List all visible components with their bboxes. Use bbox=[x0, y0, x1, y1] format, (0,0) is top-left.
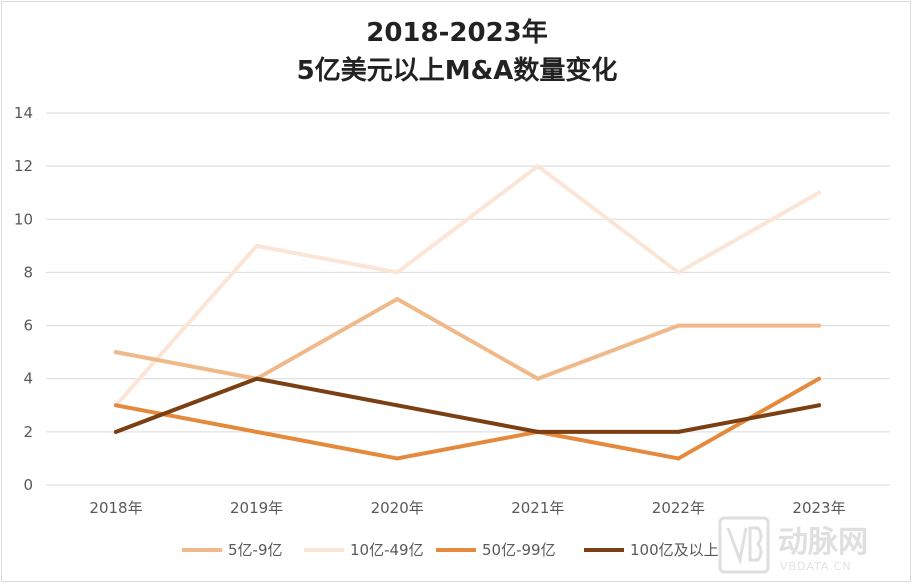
y-tick-label: 4 bbox=[23, 370, 33, 388]
data-point bbox=[395, 297, 400, 301]
x-tick-label: 2021年 bbox=[511, 499, 564, 517]
x-tick-label: 2020年 bbox=[371, 499, 424, 517]
data-point bbox=[395, 270, 400, 275]
data-point bbox=[395, 456, 400, 461]
data-point bbox=[535, 164, 540, 169]
series-line-0 bbox=[114, 297, 821, 381]
watermark: 动脉网 VBDATA.CN bbox=[718, 516, 868, 574]
vb-logo-icon bbox=[718, 516, 770, 574]
legend-label: 50亿-99亿 bbox=[482, 541, 556, 559]
data-point bbox=[676, 429, 681, 434]
chart-title-line-1: 2018-2023年 bbox=[366, 18, 548, 48]
series-lines bbox=[114, 164, 821, 461]
series-line-1 bbox=[114, 164, 821, 408]
watermark-sub: VBDATA.CN bbox=[780, 560, 852, 573]
series-line-3 bbox=[114, 376, 821, 434]
data-point bbox=[114, 350, 118, 355]
gridlines bbox=[46, 112, 890, 486]
data-point bbox=[254, 376, 259, 381]
x-tick-label: 2018年 bbox=[89, 499, 142, 517]
data-point bbox=[114, 429, 118, 434]
y-tick-label: 6 bbox=[23, 317, 33, 335]
x-axis-ticks: 2018年 2019年 2020年 2021年 2022年 2023年 bbox=[89, 499, 845, 517]
data-point bbox=[535, 429, 540, 434]
x-tick-label: 2023年 bbox=[792, 499, 845, 517]
y-tick-label: 10 bbox=[14, 210, 33, 228]
legend: 5亿-9亿 10亿-49亿 50亿-99亿 100亿及以上 bbox=[182, 541, 719, 559]
data-point bbox=[395, 403, 400, 408]
watermark-text: 动脉网 bbox=[778, 525, 868, 560]
data-point bbox=[676, 270, 681, 275]
data-point bbox=[535, 376, 540, 381]
data-point bbox=[114, 403, 118, 408]
y-tick-label: 0 bbox=[23, 476, 33, 494]
legend-label: 5亿-9亿 bbox=[228, 541, 283, 559]
y-tick-label: 12 bbox=[14, 157, 33, 175]
data-point bbox=[817, 323, 821, 328]
y-tick-label: 2 bbox=[23, 423, 33, 441]
y-axis-ticks: 0 2 4 6 8 10 12 14 bbox=[14, 104, 33, 494]
data-point bbox=[817, 376, 821, 381]
x-tick-label: 2019年 bbox=[230, 499, 283, 517]
data-point bbox=[254, 429, 259, 434]
data-point bbox=[254, 243, 259, 248]
data-point bbox=[817, 403, 821, 408]
data-point bbox=[676, 456, 681, 461]
legend-label: 100亿及以上 bbox=[630, 541, 719, 559]
x-tick-label: 2022年 bbox=[652, 499, 705, 517]
y-tick-label: 8 bbox=[23, 263, 33, 281]
data-point bbox=[817, 190, 821, 195]
series-line-2 bbox=[114, 376, 821, 461]
data-point bbox=[676, 323, 681, 328]
legend-label: 10亿-49亿 bbox=[350, 541, 424, 559]
y-tick-label: 14 bbox=[14, 104, 33, 122]
chart-title-line-2: 5亿美元以上M&A数量变化 bbox=[296, 56, 618, 86]
